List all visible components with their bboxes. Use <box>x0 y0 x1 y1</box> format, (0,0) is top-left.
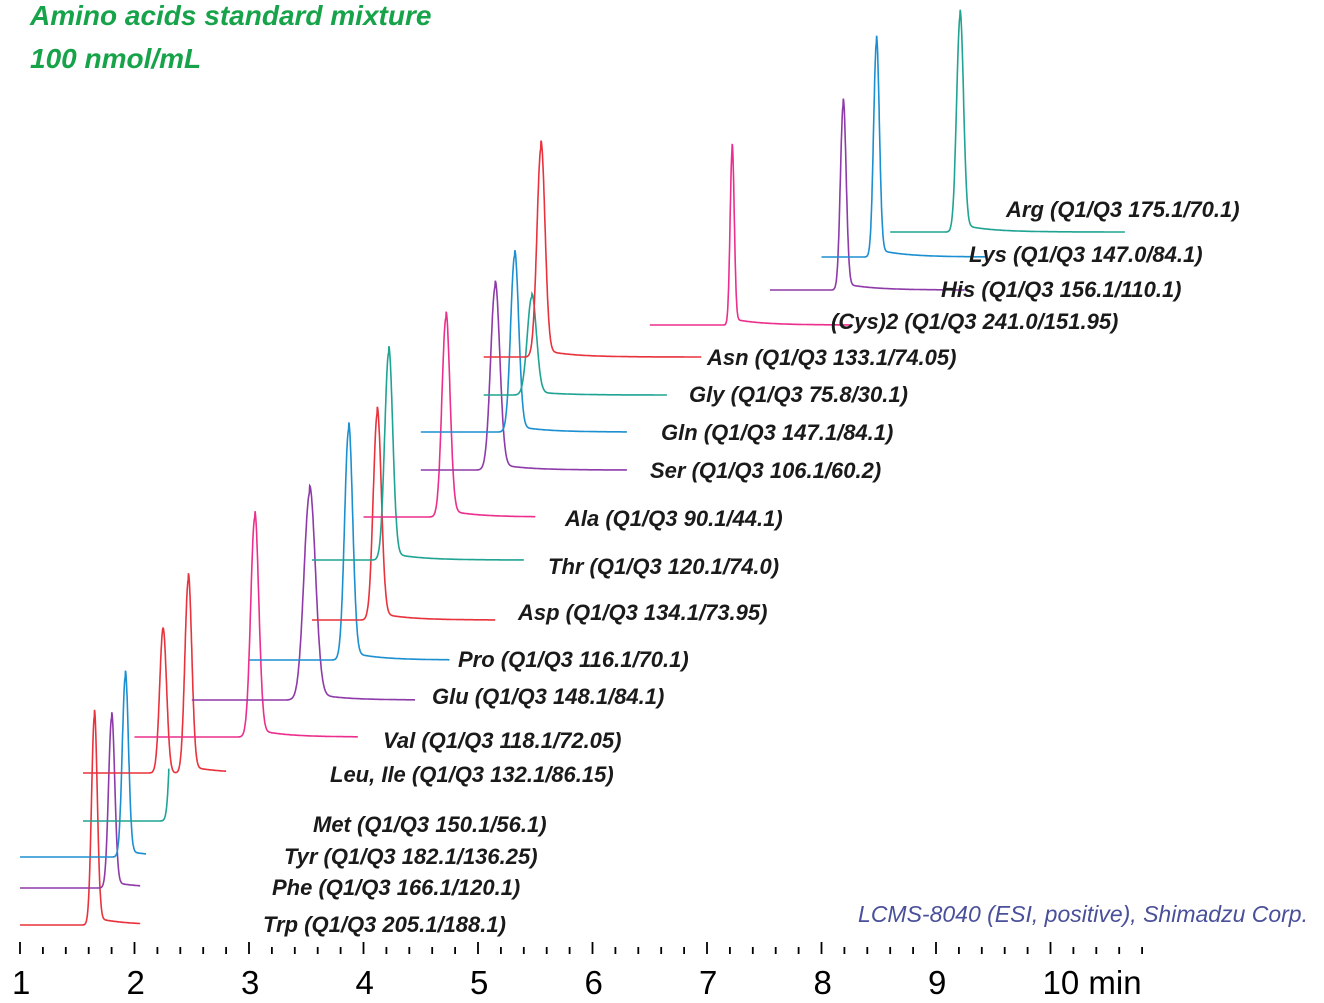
trace-label: Tyr (Q1/Q3 182.1/136.25) <box>284 844 538 869</box>
trace-line <box>483 140 702 358</box>
trace-line <box>20 670 146 858</box>
trace-line <box>83 573 227 774</box>
trace-line <box>20 712 141 889</box>
trace-line <box>821 35 988 258</box>
trace-label: Ser (Q1/Q3 106.1/60.2) <box>650 458 881 483</box>
trace-line <box>312 406 496 621</box>
x-tick-label: 6 <box>585 964 603 1001</box>
trace-line <box>20 709 141 926</box>
trace-line <box>191 483 415 701</box>
chart-title-line2: 100 nmol/mL <box>30 43 201 74</box>
traces-group: Trp (Q1/Q3 205.1/188.1) Phe (Q1/Q3 166.1/… <box>20 9 1240 937</box>
trace-label: Ala (Q1/Q3 90.1/44.1) <box>564 506 783 531</box>
trace-label: (Cys)2 (Q1/Q3 241.0/151.95) <box>831 309 1118 334</box>
trace-label: Met (Q1/Q3 150.1/56.1) <box>313 812 547 837</box>
trace-line <box>770 98 965 291</box>
trace-label: Gln (Q1/Q3 147.1/84.1) <box>661 420 893 445</box>
trace-line <box>483 291 667 396</box>
trace-label: Leu, Ile (Q1/Q3 132.1/86.15) <box>330 762 614 787</box>
trace-line <box>249 422 450 661</box>
trace-line <box>890 9 1125 233</box>
instrument-credit: LCMS-8040 (ESI, positive), Shimadzu Corp… <box>858 901 1308 927</box>
x-tick-label: 8 <box>814 964 832 1001</box>
x-tick-label: 5 <box>470 964 488 1001</box>
chart-title-line1: Amino acids standard mixture <box>29 0 431 31</box>
trace-line <box>420 250 627 433</box>
trace-label: Trp (Q1/Q3 205.1/188.1) <box>263 912 506 937</box>
trace-line <box>134 511 358 738</box>
trace-line <box>83 768 170 822</box>
trace-line <box>312 346 524 561</box>
trace-label: Pro (Q1/Q3 116.1/70.1) <box>458 647 689 672</box>
trace-label: Lys (Q1/Q3 147.0/84.1) <box>969 242 1203 267</box>
x-axis: 1 2 3 4 5 6 7 8 9 10 min <box>12 942 1143 1001</box>
x-tick-label: 1 <box>12 964 30 1001</box>
trace-label: Phe (Q1/Q3 166.1/120.1) <box>272 875 520 900</box>
x-tick-label: 7 <box>699 964 717 1001</box>
x-tick-label: 3 <box>241 964 259 1001</box>
trace-label: His (Q1/Q3 156.1/110.1) <box>941 277 1182 302</box>
x-tick-label: 2 <box>127 964 145 1001</box>
trace-line <box>363 311 536 518</box>
trace-line <box>649 143 851 326</box>
x-tick-label: 10 min <box>1043 964 1142 1001</box>
trace-label: Arg (Q1/Q3 175.1/70.1) <box>1005 197 1240 222</box>
trace-label: Gly (Q1/Q3 75.8/30.1) <box>689 382 908 407</box>
trace-label: Asn (Q1/Q3 133.1/74.05) <box>706 345 956 370</box>
trace-label: Asp (Q1/Q3 134.1/73.95) <box>517 600 767 625</box>
trace-label: Val (Q1/Q3 118.1/72.05) <box>383 728 621 753</box>
trace-label: Glu (Q1/Q3 148.1/84.1) <box>432 684 664 709</box>
trace-label: Thr (Q1/Q3 120.1/74.0) <box>548 554 779 579</box>
x-tick-label: 9 <box>928 964 946 1001</box>
trace-line <box>420 280 627 471</box>
x-tick-label: 4 <box>356 964 374 1001</box>
